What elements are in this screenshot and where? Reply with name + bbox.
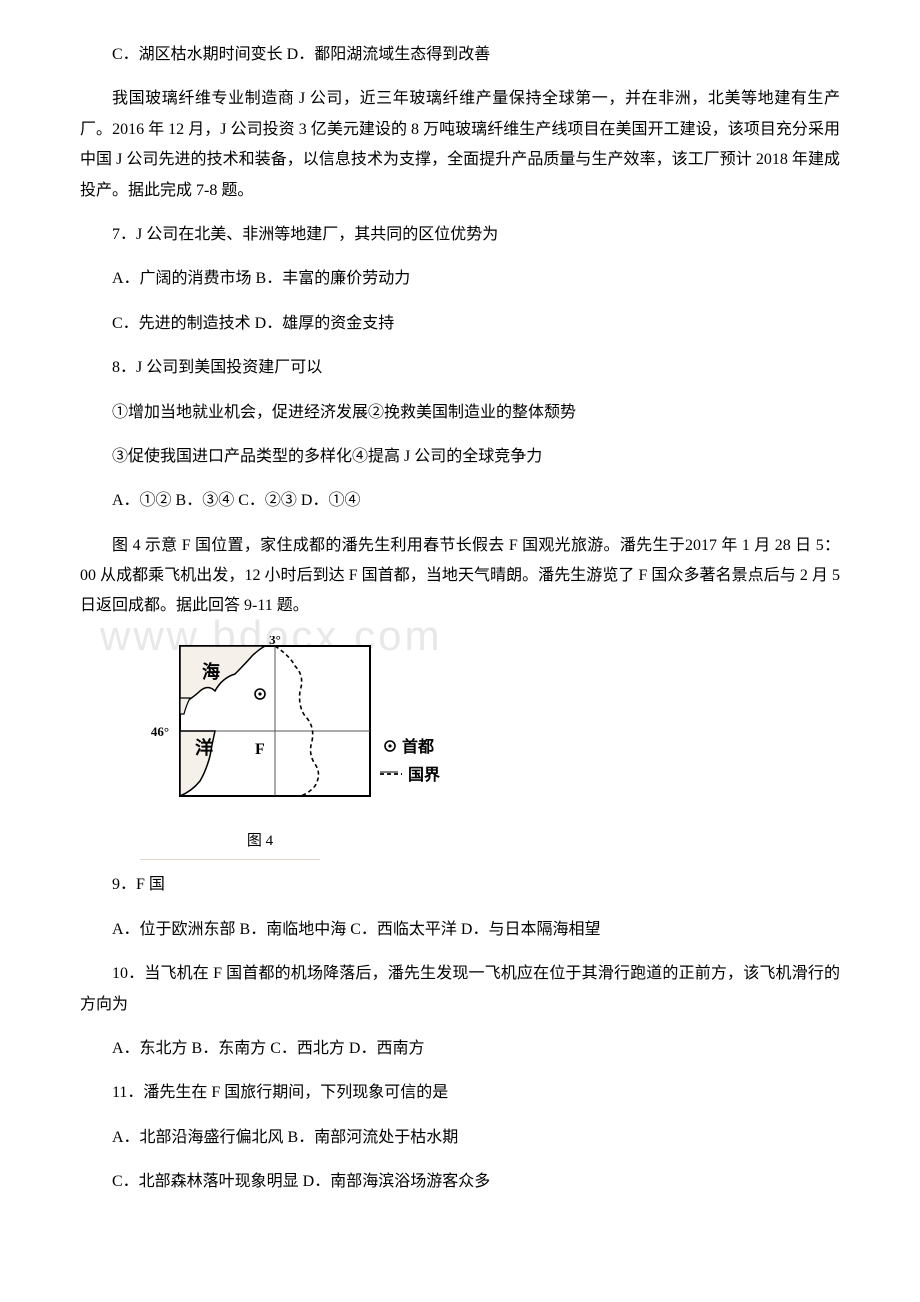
q9-stem: 9．F 国 (80, 870, 840, 900)
svg-text:F: F (255, 741, 265, 758)
q11-options-row2: C．北部森林落叶现象明显 D．南部海滨浴场游客众多 (80, 1167, 840, 1197)
svg-text:洋: 洋 (195, 737, 213, 758)
q11-options-row1: A．北部沿海盛行偏北风 B．南部河流处于枯水期 (80, 1123, 840, 1153)
q11-stem: 11．潘先生在 F 国旅行期间，下列现象可信的是 (80, 1078, 840, 1108)
passage-7-8: 我国玻璃纤维专业制造商 J 公司，近三年玻璃纤维产量保持全球第一，并在非洲，北美… (80, 84, 840, 206)
svg-text:3°: 3° (269, 636, 281, 647)
q10-options: A．东北方 B．东南方 C．西北方 D．西南方 (80, 1034, 840, 1064)
q8-line1: ①增加当地就业机会，促进经济发展②挽救美国制造业的整体颓势 (80, 398, 840, 428)
q7-options-row2: C．先进的制造技术 D．雄厚的资金支持 (80, 309, 840, 339)
map-svg: 3° 46° 海 洋 F 首都 国界 (140, 636, 450, 821)
q7-stem: 7．J 公司在北美、非洲等地建厂，其共同的区位优势为 (80, 220, 840, 250)
svg-text:国界: 国界 (408, 766, 440, 784)
svg-text:46°: 46° (151, 724, 169, 739)
figure-4-caption: 图 4 (140, 827, 380, 856)
passage-9-11: 图 4 示意 F 国位置，家住成都的潘先生利用春节长假去 F 国观光旅游。潘先生… (80, 531, 840, 622)
q7-options-row1: A．广阔的消费市场 B．丰富的廉价劳动力 (80, 264, 840, 294)
q10-stem: 10．当飞机在 F 国首都的机场降落后，潘先生发现一飞机应在位于其滑行跑道的正前… (80, 959, 840, 1020)
q6-options: C．湖区枯水期时间变长 D．鄱阳湖流域生态得到改善 (80, 40, 840, 70)
svg-text:首都: 首都 (402, 737, 434, 756)
figure-4: www.bdocx.com 3° 46° 海 洋 F 首都 国界 (140, 636, 840, 861)
q8-stem: 8．J 公司到美国投资建厂可以 (80, 353, 840, 383)
q8-options: A．①② B．③④ C．②③ D．①④ (80, 486, 840, 516)
figure-separator (140, 859, 320, 860)
q8-line2: ③促使我国进口产品类型的多样化④提高 J 公司的全球竞争力 (80, 442, 840, 472)
q9-options: A．位于欧洲东部 B．南临地中海 C．西临太平洋 D．与日本隔海相望 (80, 915, 840, 945)
svg-text:海: 海 (202, 661, 220, 682)
